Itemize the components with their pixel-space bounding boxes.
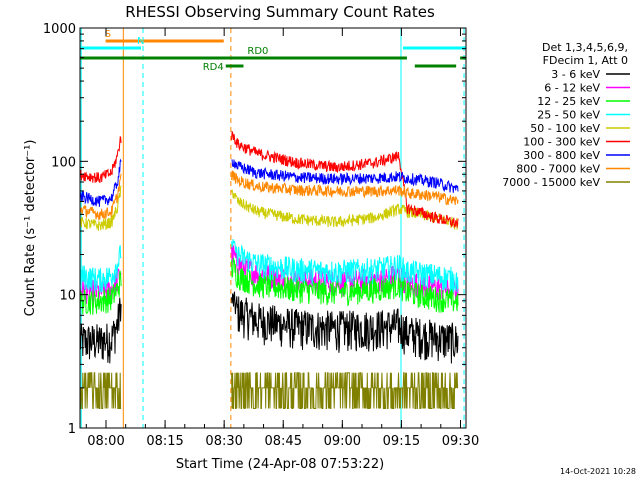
timestamp: 14-Oct-2021 10:28 xyxy=(560,467,636,476)
legend-header-line-1: Det 1,3,4,5,6,9, xyxy=(542,41,628,54)
event-bar-label: RD4 xyxy=(203,62,224,73)
x-tick-label: 09:15 xyxy=(383,434,420,449)
y-tick-label: 1 xyxy=(68,422,76,437)
event-bar-label: RD0 xyxy=(247,46,268,57)
y-axis-ticks: 1 10 100 1000 xyxy=(43,22,466,437)
vertical-markers xyxy=(80,28,465,428)
event-bars: S N RD0 RD4 xyxy=(80,29,466,73)
legend-entry-label: 3 - 6 keV xyxy=(551,68,600,81)
x-tick-label: 08:45 xyxy=(265,434,302,449)
series-line xyxy=(231,291,459,364)
series-layer xyxy=(79,130,459,409)
series-line xyxy=(79,136,122,183)
legend-entry-label: 50 - 100 keV xyxy=(530,122,600,135)
series-line xyxy=(231,189,459,231)
series-line xyxy=(231,170,459,206)
series-line xyxy=(79,297,122,364)
x-tick-label: 08:00 xyxy=(87,434,124,449)
series-line xyxy=(79,173,122,221)
series-line xyxy=(79,158,122,207)
event-bar-label: S xyxy=(105,29,111,40)
legend-header-line-2: FDecim 1, Att 0 xyxy=(543,54,628,67)
series-line xyxy=(79,245,122,293)
series-line xyxy=(231,239,459,293)
legend-entry-label: 800 - 7000 keV xyxy=(516,163,600,176)
legend: Det 1,3,4,5,6,9, FDecim 1, Att 0 3 - 6 k… xyxy=(502,41,630,189)
chart-title: RHESSI Observing Summary Count Rates xyxy=(125,3,435,21)
event-bar-label: N xyxy=(137,36,144,47)
series-line xyxy=(231,159,459,193)
series-line xyxy=(80,372,122,409)
x-tick-label: 08:15 xyxy=(146,434,183,449)
y-tick-label: 100 xyxy=(51,155,76,170)
plot-frame xyxy=(79,27,467,429)
series-line xyxy=(231,130,459,228)
x-tick-label: 09:00 xyxy=(324,434,361,449)
series-line xyxy=(79,268,122,305)
y-axis-label: Count Rate (s⁻¹ detector⁻¹) xyxy=(23,140,38,317)
x-axis-label: Start Time (24-Apr-08 07:53:22) xyxy=(176,457,384,472)
legend-entry-label: 25 - 50 keV xyxy=(537,109,600,122)
legend-entry-label: 7000 - 15000 keV xyxy=(502,176,600,189)
series-line xyxy=(231,372,459,409)
series-line xyxy=(79,270,122,315)
x-axis-ticks: 08:00 08:15 08:30 08:45 09:00 09:15 09:30 xyxy=(85,28,479,449)
legend-entry-label: 100 - 300 keV xyxy=(523,136,600,149)
x-tick-label: 08:30 xyxy=(205,434,242,449)
legend-entry-label: 6 - 12 keV xyxy=(544,82,600,95)
x-tick-label: 09:30 xyxy=(442,434,479,449)
legend-entry-label: 300 - 800 keV xyxy=(523,149,600,162)
y-tick-label: 1000 xyxy=(43,22,76,37)
y-tick-label: 10 xyxy=(59,289,76,304)
legend-entry-label: 12 - 25 keV xyxy=(537,95,600,108)
series-line xyxy=(79,185,122,231)
